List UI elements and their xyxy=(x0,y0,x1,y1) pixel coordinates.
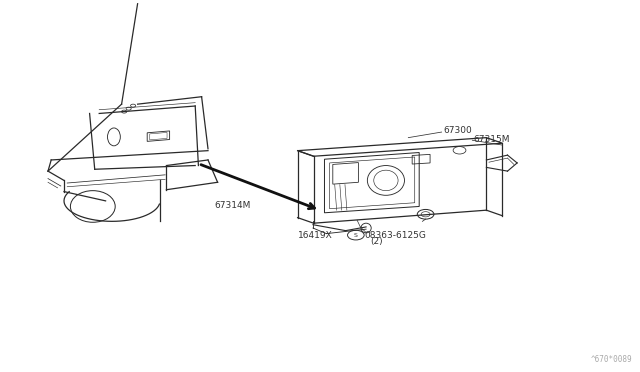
Text: 16419X: 16419X xyxy=(298,231,332,240)
Text: S: S xyxy=(354,232,358,238)
Text: ^670*0089: ^670*0089 xyxy=(591,355,632,364)
Text: 67315M: 67315M xyxy=(474,135,510,144)
Text: 67314M: 67314M xyxy=(214,201,251,210)
Text: 08363-6125G: 08363-6125G xyxy=(365,231,427,240)
Text: (2): (2) xyxy=(370,237,383,246)
Text: 67300: 67300 xyxy=(444,126,472,135)
